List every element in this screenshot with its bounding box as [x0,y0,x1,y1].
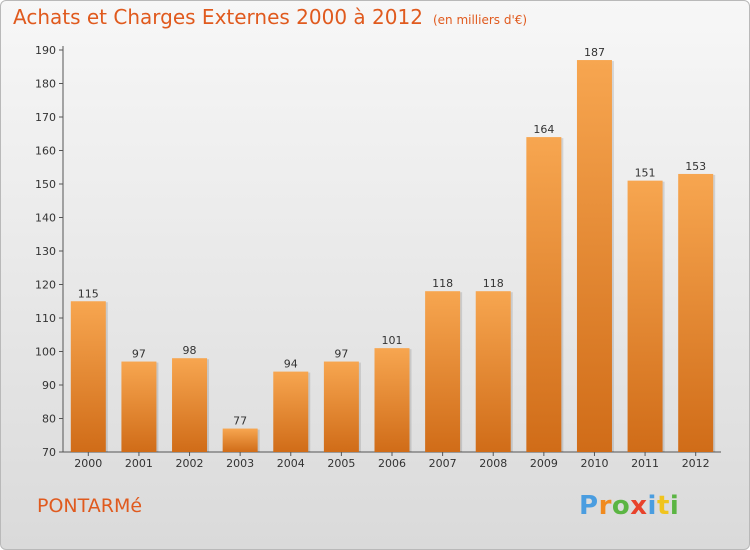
x-tick-label: 2004 [277,457,305,470]
x-tick-label: 2007 [429,457,457,470]
bar [627,180,663,452]
data-label: 118 [483,277,504,290]
logo-letter: i [647,491,657,521]
bar [323,361,359,452]
axis-layer: 70 80 90 100 110 120 130 140 150 160 170 180 190 2000… [35,44,721,470]
data-label: 151 [635,167,656,180]
labels-layer: 115 97 98 77 94 97 101 118 118 164 187 151 153 [78,46,706,428]
bar [576,60,612,453]
data-label: 98 [183,344,197,357]
x-tick-label: 2003 [226,457,254,470]
data-label: 115 [78,287,99,300]
y-tick-label: 150 [35,178,56,191]
bar [222,428,258,452]
chart-unit: (en milliers d'€) [432,13,528,27]
proxiti-logo: Proxiti [579,491,679,521]
bar [172,358,208,452]
logo-letter: r [598,491,612,521]
x-tick-label: 2012 [682,457,710,470]
x-tick-label: 2006 [378,457,406,470]
x-tick-label: 2011 [631,457,659,470]
x-tick-label: 2009 [530,457,558,470]
logo-letter: i [669,491,680,521]
bars-layer [70,60,716,453]
data-label: 164 [533,123,554,136]
data-label: 101 [382,334,403,347]
x-tick-label: 2002 [176,457,204,470]
bar [374,348,410,452]
logo-letter: o [611,491,631,521]
logo-letter: t [656,491,670,521]
y-tick-label: 170 [35,111,56,124]
logo-letter: x [630,491,648,521]
y-tick-label: 160 [35,145,56,158]
y-tick-label: 90 [42,379,56,392]
commune-name: PONTARMé [37,495,143,517]
bar [273,371,309,452]
bar [678,173,714,452]
bar [121,361,157,452]
data-label: 187 [584,46,605,59]
bar [526,137,562,452]
x-tick-label: 2001 [125,457,153,470]
y-tick-label: 190 [35,44,56,57]
data-label: 77 [233,415,247,428]
y-tick-label: 100 [35,346,56,359]
y-tick-label: 180 [35,78,56,91]
bar [70,301,106,452]
bar [425,291,461,452]
logo-letter: P [579,491,599,521]
y-tick-label: 80 [42,413,56,426]
y-tick-label: 70 [42,446,56,459]
data-label: 118 [432,277,453,290]
y-tick-label: 140 [35,212,56,225]
x-tick-label: 2010 [580,457,608,470]
x-tick-label: 2005 [327,457,355,470]
data-label: 97 [334,348,348,361]
y-tick-label: 110 [35,312,56,325]
chart-title-block: Achats et Charges Externes 2000 à 2012 (e… [13,5,527,29]
y-tick-label: 130 [35,245,56,258]
x-tick-label: 2008 [479,457,507,470]
chart-title: Achats et Charges Externes 2000 à 2012 [13,5,423,29]
data-label: 97 [132,348,146,361]
data-label: 94 [284,358,298,371]
x-tick-label: 2000 [74,457,102,470]
bar [475,291,511,452]
y-tick-label: 120 [35,279,56,292]
data-label: 153 [685,160,706,173]
